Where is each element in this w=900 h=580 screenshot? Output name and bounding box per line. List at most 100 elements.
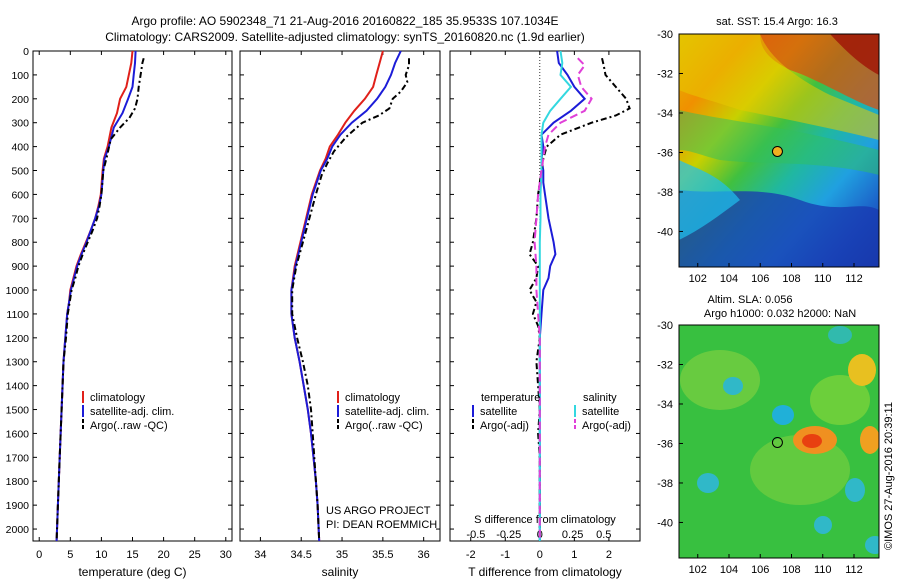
series-line-argo-adj [528, 57, 631, 541]
y-tick-label: 1600 [6, 428, 30, 440]
sla-map-frame [678, 324, 880, 559]
sla-low-blob [697, 473, 719, 493]
map-x-tick-label: 106 [751, 564, 769, 576]
top-tick-label: -0.5 [466, 529, 485, 541]
x-tick-label: -1 [500, 549, 510, 561]
sst-cyan-region [679, 160, 740, 240]
temperature-legend: climatology satellite-adj. clim. Argo(..… [82, 391, 174, 432]
y-tick-label: 1200 [6, 333, 30, 345]
salinity-profile-panel: 34 34.5 35 35.5 36 salinity [239, 50, 441, 579]
y-tick-label: 900 [11, 261, 29, 273]
legend-label-argo: Argo(..raw -QC) [345, 420, 423, 432]
sst-map-frame [678, 33, 880, 268]
pi-label: PI: DEAN ROEMMICH [326, 519, 437, 531]
map-x-tick-label: 108 [782, 564, 800, 576]
map-x-tick-label: 110 [814, 273, 832, 285]
y-tick-label: 600 [11, 189, 29, 201]
map-y-tick-label: -36 [657, 147, 673, 159]
y-tick-label: 1000 [6, 285, 30, 297]
top-axis-label: S difference from climatology [474, 514, 616, 526]
series-line-argo-raw-qc [55, 57, 145, 542]
y-tick-label: 400 [11, 142, 29, 154]
x-tick-label: 35.5 [372, 549, 393, 561]
argo-location-marker [771, 436, 783, 448]
legend-label-temp-satellite: satellite [480, 406, 517, 418]
sst-green-band [679, 110, 879, 175]
x-tick-label: 34.5 [291, 549, 312, 561]
y-tick-label: 100 [11, 70, 29, 82]
map-y-tick-label: -40 [657, 517, 673, 529]
sst-map-axes: 102 104 106 108 110 112 -30 -32 -34 -36 -38 -40 [657, 29, 863, 285]
y-tick-label: 1500 [6, 405, 30, 417]
map-y-tick-label: -30 [657, 29, 673, 41]
y-tick-label: 1700 [6, 452, 30, 464]
x-tick-label: 30 [220, 549, 232, 561]
y-tick-label: 1100 [6, 309, 29, 321]
map-x-tick-label: 106 [751, 273, 769, 285]
series-line-satellite-adj-clim [290, 50, 402, 542]
x-tick-label: -2 [466, 549, 476, 561]
map-x-tick-label: 110 [814, 564, 832, 576]
map-y-tick-label: -32 [657, 359, 673, 371]
map-y-tick-label: -38 [657, 478, 673, 490]
sla-high-core [802, 434, 822, 448]
salinity-legend: climatology satellite-adj. clim. Argo(..… [337, 391, 429, 432]
sla-high-blob [848, 354, 876, 386]
x-tick-label: 5 [67, 549, 73, 561]
y-tick-label: 1400 [6, 381, 30, 393]
difference-legend: temperature salinity satellite Argo(-adj… [472, 392, 631, 432]
temperature-profile-panel: 0100200300400500600700800900100011001200… [6, 46, 233, 579]
y-tick-label: 500 [11, 166, 29, 178]
map-y-tick-label: -36 [657, 438, 673, 450]
x-tick-label: 15 [126, 549, 138, 561]
series-line-satellite [538, 50, 587, 541]
argo-location-marker [771, 145, 783, 157]
sla-high-blob [860, 426, 879, 454]
map-y-tick-label: -34 [657, 108, 673, 120]
top-tick-label: -0.25 [496, 529, 521, 541]
sla-lightgreen-blob [810, 375, 870, 425]
x-tick-label: 36 [418, 549, 430, 561]
map-x-tick-label: 112 [845, 564, 863, 576]
sla-low-blob [723, 377, 743, 395]
sla-lightgreen-blob [750, 435, 850, 505]
series-line-argo-raw-qc [291, 58, 410, 542]
plot-frame [449, 50, 641, 542]
x-axis-label: T difference from climatology [468, 565, 622, 579]
sla-low-blob [828, 326, 852, 344]
map-x-tick-label: 102 [689, 273, 707, 285]
x-axis-label: salinity [322, 565, 359, 579]
sla-low-blob [814, 516, 832, 534]
sla-map [679, 325, 879, 558]
y-tick-label: 1900 [6, 500, 30, 512]
top-tick-label: 0.25 [562, 529, 583, 541]
legend-label-sal-satellite: satellite [582, 406, 619, 418]
map-x-tick-label: 104 [720, 273, 738, 285]
legend-label-satellite: satellite-adj. clim. [345, 406, 429, 418]
x-tick-label: 25 [189, 549, 201, 561]
sla-low-blob [772, 405, 794, 425]
map-x-tick-label: 108 [782, 273, 800, 285]
legend-title-temperature: temperature [481, 392, 540, 404]
sst-cold-region [679, 190, 879, 267]
x-tick-label: 20 [157, 549, 169, 561]
x-tick-label: 1 [571, 549, 577, 561]
y-tick-label: 200 [11, 94, 29, 106]
x-tick-label: 0 [36, 549, 42, 561]
x-tick-label: 2 [606, 549, 612, 561]
legend-label-satellite: satellite-adj. clim. [90, 406, 174, 418]
map-x-tick-label: 102 [689, 564, 707, 576]
x-tick-label: 0 [537, 549, 543, 561]
series-line-satellite [538, 50, 573, 541]
figure-title: Argo profile: AO 5902348_71 21-Aug-2016 … [131, 14, 558, 28]
y-tick-label: 1300 [6, 357, 30, 369]
sla-lightgreen-blob [680, 350, 760, 410]
x-tick-label: 35 [336, 549, 348, 561]
sst-map-title: sat. SST: 15.4 Argo: 16.3 [716, 16, 838, 28]
y-tick-label: 0 [23, 46, 29, 58]
legend-label-climatology: climatology [345, 392, 401, 404]
y-tick-label: 800 [11, 237, 29, 249]
series-line-argo-adj [533, 57, 593, 541]
sst-hot-corner [830, 34, 879, 75]
